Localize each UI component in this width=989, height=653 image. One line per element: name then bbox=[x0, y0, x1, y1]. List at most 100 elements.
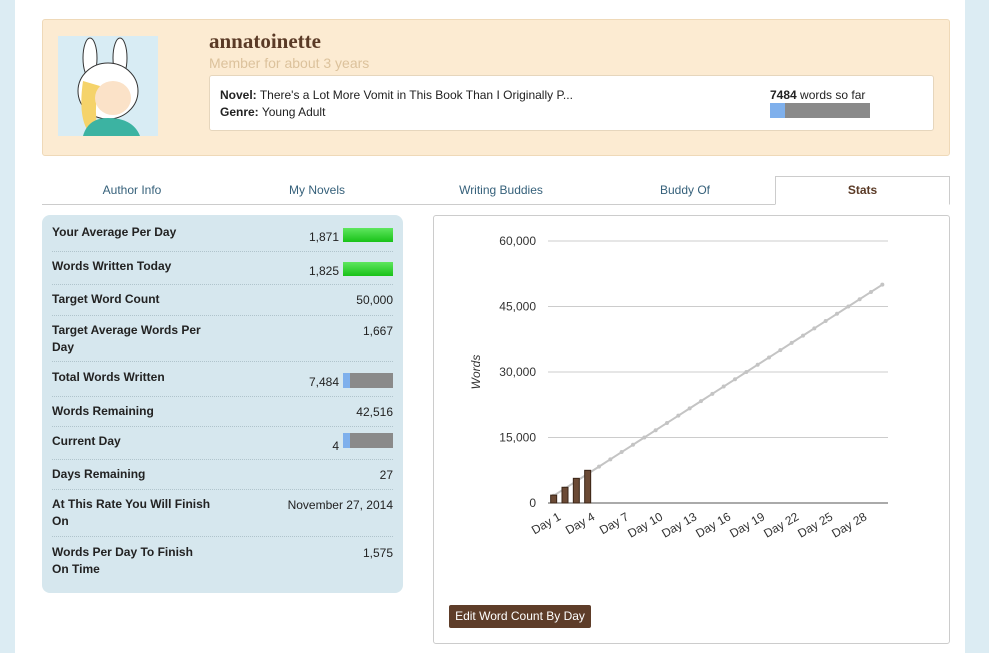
novel-title[interactable]: There's a Lot More Vomit in This Book Th… bbox=[259, 88, 573, 102]
tab[interactable]: My Novels bbox=[288, 183, 345, 197]
novel-line: Novel: There's a Lot More Vomit in This … bbox=[220, 88, 573, 102]
avatar bbox=[58, 36, 158, 136]
progress-bar bbox=[343, 433, 393, 448]
line-point bbox=[608, 457, 613, 462]
line-point bbox=[880, 282, 885, 287]
line-point bbox=[597, 464, 601, 469]
stat-row: Current Day 4 bbox=[52, 433, 393, 460]
stat-row: Words Per Day To Finish On Time 1,575 bbox=[52, 544, 393, 584]
stat-label: Words Per Day To Finish On Time bbox=[52, 545, 193, 576]
stat-label: Total Words Written bbox=[52, 370, 165, 384]
word-count-number: 7484 bbox=[770, 88, 797, 102]
member-since: Member for about 3 years bbox=[209, 55, 370, 71]
line-point bbox=[778, 348, 783, 353]
line-point bbox=[710, 391, 715, 396]
x-tick-label: Day 16 bbox=[693, 509, 733, 540]
tab[interactable]: Stats bbox=[775, 176, 950, 205]
line-point bbox=[846, 304, 851, 309]
tab[interactable]: Writing Buddies bbox=[459, 183, 543, 197]
line-point bbox=[631, 442, 635, 447]
y-tick-label: 60,000 bbox=[499, 234, 536, 248]
target-line bbox=[553, 283, 883, 497]
line-point bbox=[823, 319, 828, 324]
stat-label: Target Word Count bbox=[52, 292, 160, 306]
line-point bbox=[619, 450, 624, 455]
line-point bbox=[744, 370, 749, 374]
line-point bbox=[687, 406, 692, 411]
line-point bbox=[767, 355, 771, 360]
line-point bbox=[869, 289, 873, 294]
stat-value: 7,484 bbox=[308, 375, 339, 389]
stat-row: Words Written Today 1,825 bbox=[52, 258, 393, 285]
x-tick-label: Day 4 bbox=[563, 509, 597, 537]
stat-label: At This Rate You Will Finish On bbox=[52, 497, 211, 528]
tab-divider bbox=[42, 204, 950, 205]
y-tick-label: 45,000 bbox=[499, 300, 536, 314]
y-tick-label: 15,000 bbox=[499, 431, 536, 445]
stat-label: Days Remaining bbox=[52, 467, 146, 481]
stat-value: 42,516 bbox=[356, 405, 393, 419]
x-tick-label: Day 19 bbox=[727, 509, 767, 540]
stat-value: 27 bbox=[379, 468, 393, 482]
x-tick-label: Day 22 bbox=[761, 509, 801, 540]
tab[interactable]: Author Info bbox=[102, 183, 162, 197]
x-tick-label: Day 25 bbox=[795, 509, 835, 540]
stat-row: Your Average Per Day 1,871 bbox=[52, 224, 393, 252]
y-tick-label: 0 bbox=[529, 496, 536, 510]
x-tick-label: Day 7 bbox=[597, 509, 631, 537]
stat-value: 4 bbox=[332, 439, 339, 453]
chart: 0 15,000 30,000 45,000 60,000 Words Day 1 Day 4… bbox=[469, 234, 888, 541]
x-tick-label: Day 10 bbox=[625, 509, 665, 540]
bar bbox=[550, 494, 558, 504]
tab[interactable]: Buddy Of bbox=[659, 183, 711, 197]
green-bar bbox=[343, 228, 393, 242]
line-point bbox=[812, 326, 817, 331]
username: annatoinette bbox=[209, 29, 321, 53]
line-point bbox=[755, 362, 760, 367]
line-point bbox=[801, 333, 805, 338]
stat-row: Total Words Written 7,484 bbox=[52, 369, 393, 397]
green-bar bbox=[343, 262, 393, 276]
genre-line: Genre: Young Adult bbox=[220, 105, 325, 119]
stat-row: Target Word Count 50,000 bbox=[52, 291, 393, 316]
stat-row: Words Remaining 42,516 bbox=[52, 403, 393, 427]
line-point bbox=[733, 377, 737, 382]
line-point bbox=[642, 435, 647, 440]
stat-value: 1,575 bbox=[362, 546, 393, 560]
line-point bbox=[857, 297, 862, 302]
stat-label: Current Day bbox=[52, 434, 121, 448]
line-point bbox=[699, 399, 703, 404]
genre: Young Adult bbox=[261, 105, 326, 119]
progress-bar bbox=[770, 103, 870, 118]
stat-row: Target Average Words Per Day 1,667 bbox=[52, 322, 393, 362]
stats-panel: Your Average Per Day 1,871 Words Written T… bbox=[42, 215, 403, 593]
stat-label: Target Average Words Per Day bbox=[52, 323, 201, 354]
line-point bbox=[676, 413, 681, 418]
x-tick-label: Day 28 bbox=[829, 509, 869, 540]
edit-button[interactable]: Edit Word Count By Day bbox=[449, 605, 591, 628]
x-tick-label: Day 1 bbox=[529, 509, 563, 537]
y-tick-label: 30,000 bbox=[499, 365, 536, 379]
word-count-suffix: words so far bbox=[800, 88, 866, 102]
stat-label: Words Remaining bbox=[52, 404, 154, 418]
line-point bbox=[653, 428, 658, 433]
stat-value: 1,825 bbox=[308, 264, 339, 278]
y-axis-label: Words bbox=[469, 355, 483, 390]
line-point bbox=[721, 384, 726, 389]
stat-value: November 27, 2014 bbox=[287, 498, 393, 512]
line-point bbox=[665, 420, 669, 425]
word-count: 7484 words so far bbox=[770, 88, 865, 102]
stat-row: Days Remaining 27 bbox=[52, 466, 393, 490]
bar bbox=[561, 486, 569, 504]
line-point bbox=[789, 340, 794, 345]
genre-label: Genre: bbox=[220, 105, 259, 119]
stat-label: Words Written Today bbox=[52, 259, 172, 273]
x-tick-label: Day 13 bbox=[659, 509, 699, 540]
stat-row: At This Rate You Will Finish On November … bbox=[52, 496, 393, 537]
stat-value: 50,000 bbox=[356, 293, 393, 307]
stat-label: Your Average Per Day bbox=[52, 225, 177, 239]
progress-bar bbox=[343, 373, 393, 388]
stat-value: 1,871 bbox=[308, 230, 339, 244]
novel-label: Novel: bbox=[220, 88, 257, 102]
